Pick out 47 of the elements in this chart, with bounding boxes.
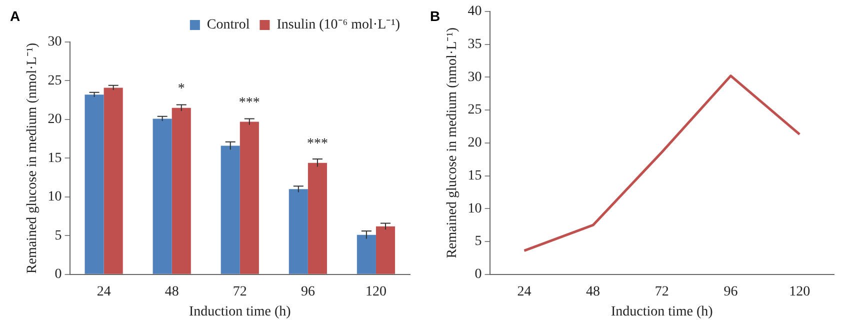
y-tick-label: 20 <box>468 136 482 151</box>
x-tick-label: 24 <box>96 284 111 300</box>
x-tick-label: 48 <box>586 284 600 300</box>
x-tick-label: 96 <box>724 284 738 300</box>
bar <box>356 234 376 274</box>
y-tick-label: 10 <box>48 190 62 205</box>
y-tick-label: 0 <box>474 267 482 282</box>
x-tick-label: 120 <box>365 284 386 300</box>
x-tick-label: 72 <box>654 284 669 300</box>
y-tick-label: 30 <box>468 70 482 85</box>
x-tick-label: 72 <box>232 284 247 300</box>
y-tick-label: 30 <box>48 34 62 50</box>
y-tick-label: 35 <box>468 36 482 52</box>
bar <box>152 118 172 274</box>
x-tick-label: 96 <box>300 284 315 300</box>
y-tick-label: 20 <box>48 112 62 128</box>
annotation: *** <box>306 136 328 152</box>
text: A <box>10 8 20 24</box>
x-tick-label: 24 <box>517 284 532 300</box>
y-axis-title: Remained glucose in medium (nmol·L⁻¹) <box>445 27 460 258</box>
y-tick-label: 15 <box>468 168 482 184</box>
x-tick-label: 48 <box>164 284 179 300</box>
y-tick-label: 25 <box>468 102 482 118</box>
y-tick-label: 15 <box>48 150 62 166</box>
y-axis-title: Remained glucose in medium (nmol·L⁻¹) <box>25 42 40 274</box>
x-axis-title: Induction time (h) <box>610 304 714 320</box>
bar <box>172 108 191 274</box>
y-tick-label: 25 <box>48 73 62 88</box>
x-axis-title: Induction time (h) <box>188 304 292 320</box>
legend-label: Insulin (10⁻⁶ mol·L⁻¹) <box>276 18 400 33</box>
annotation: *** <box>238 95 260 110</box>
x-tick-label: 120 <box>789 284 810 300</box>
bar <box>104 88 123 274</box>
text: B <box>430 8 440 24</box>
y-tick-label: 5 <box>474 234 482 250</box>
bar <box>308 162 327 274</box>
y-tick-label: 5 <box>54 228 62 244</box>
y-tick-label: 10 <box>468 201 482 216</box>
bar <box>288 189 308 274</box>
annotation: * <box>178 82 185 97</box>
bar <box>240 122 259 274</box>
bar <box>220 146 240 274</box>
legend-label: Control <box>206 18 250 33</box>
bar <box>376 226 396 274</box>
bar <box>84 94 104 274</box>
y-tick-label: 0 <box>54 267 62 282</box>
y-tick-label: 40 <box>468 4 482 20</box>
